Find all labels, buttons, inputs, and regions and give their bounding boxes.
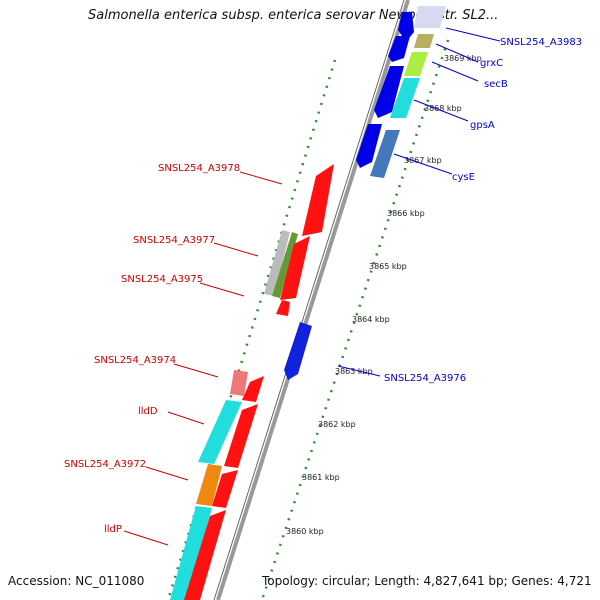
gene-SNSL254_A3975[interactable]	[276, 300, 290, 316]
gene-white-top[interactable]	[414, 6, 446, 28]
gene-label-cysE[interactable]: cysE	[452, 172, 475, 183]
gene-cysE[interactable]	[370, 130, 400, 178]
gene-grey-a3977[interactable]	[264, 230, 290, 296]
scale-tick-label: 3866 kbp	[387, 209, 425, 218]
gene-label-gpsA[interactable]: gpsA	[470, 120, 495, 131]
gene-blue-a3983[interactable]	[398, 12, 414, 42]
genome-title: Salmonella enterica subsp. enterica sero…	[88, 8, 499, 23]
gene-label-SNSL254_A3974[interactable]: SNSL254_A3974	[94, 355, 176, 366]
gene-lldP[interactable]	[170, 506, 212, 600]
gene-label-SNSL254_A3977[interactable]: SNSL254_A3977	[133, 235, 215, 246]
gene-SNSL254_A3972[interactable]	[196, 464, 222, 506]
gene-lldD[interactable]	[198, 400, 242, 464]
reverse-gene-labels	[123, 171, 283, 546]
scale-tick-label: 3861 kbp	[302, 473, 340, 482]
gene-label-grxC[interactable]: grxC	[480, 58, 503, 69]
scale-tick-label: 3867 kbp	[404, 156, 442, 165]
gene-label-SNSL254_A3983[interactable]: SNSL254_A3983	[500, 37, 582, 48]
gene-label-SNSL254_A3972[interactable]: SNSL254_A3972	[64, 459, 146, 470]
gene-label-secB[interactable]: secB	[484, 79, 508, 90]
gene-SNSL254_A3974[interactable]	[230, 370, 248, 396]
gene-blue-secB-left[interactable]	[374, 66, 404, 118]
gene-SNSL254_A3977[interactable]	[280, 236, 310, 300]
gene-gpsA[interactable]	[390, 78, 420, 118]
gene-grxC[interactable]	[414, 34, 434, 48]
scale-tick-label: 3868 kbp	[424, 104, 462, 113]
reverse-genes	[170, 164, 334, 600]
forward-gene-labels	[337, 27, 501, 377]
backbone-line	[216, 0, 410, 600]
scale-tick-label: 3869 kbp	[444, 54, 482, 63]
reverse-label-texts: SNSL254_A3978 SNSL254_A3977 SNSL254_A397…	[64, 163, 240, 535]
gene-label-lldD[interactable]: lldD	[138, 406, 158, 417]
scale-tick-label: 3864 kbp	[352, 315, 390, 324]
gene-red-a3974[interactable]	[242, 376, 264, 402]
scale-tick-label: 3862 kbp	[318, 420, 356, 429]
gene-SNSL254_A3976[interactable]	[284, 322, 312, 380]
forward-genes	[284, 6, 446, 380]
gene-SNSL254_A3978[interactable]	[302, 164, 334, 236]
scale-tick-label: 3863 kbp	[335, 367, 373, 376]
backbone-line-inner	[213, 0, 405, 600]
gene-red-lldP[interactable]	[184, 510, 226, 600]
gene-label-SNSL254_A3978[interactable]: SNSL254_A3978	[158, 163, 240, 174]
gene-olive-a3977[interactable]	[272, 232, 298, 298]
gene-label-SNSL254_A3975[interactable]: SNSL254_A3975	[121, 274, 203, 285]
topology-text: Topology: circular; Length: 4,827,641 bp…	[262, 574, 592, 588]
gene-label-SNSL254_A3976[interactable]: SNSL254_A3976	[384, 373, 466, 384]
gene-red-lldD[interactable]	[224, 404, 258, 468]
scale-tick-label: 3865 kbp	[369, 262, 407, 271]
accession-text: Accession: NC_011080	[8, 574, 145, 588]
gene-label-lldP[interactable]: lldP	[104, 524, 122, 535]
scale-labels: 3869 kbp 3868 kbp 3867 kbp 3866 kbp 3865…	[286, 54, 482, 536]
gene-blue-grxC-left[interactable]	[388, 36, 410, 62]
gene-red-a3972[interactable]	[212, 470, 238, 508]
scale-tick-label: 3860 kbp	[286, 527, 324, 536]
gene-blue-cysE-left[interactable]	[356, 124, 382, 168]
gene-secB[interactable]	[404, 52, 428, 76]
forward-label-texts: SNSL254_A3983 grxC secB gpsA cysE SNSL25…	[384, 37, 582, 384]
